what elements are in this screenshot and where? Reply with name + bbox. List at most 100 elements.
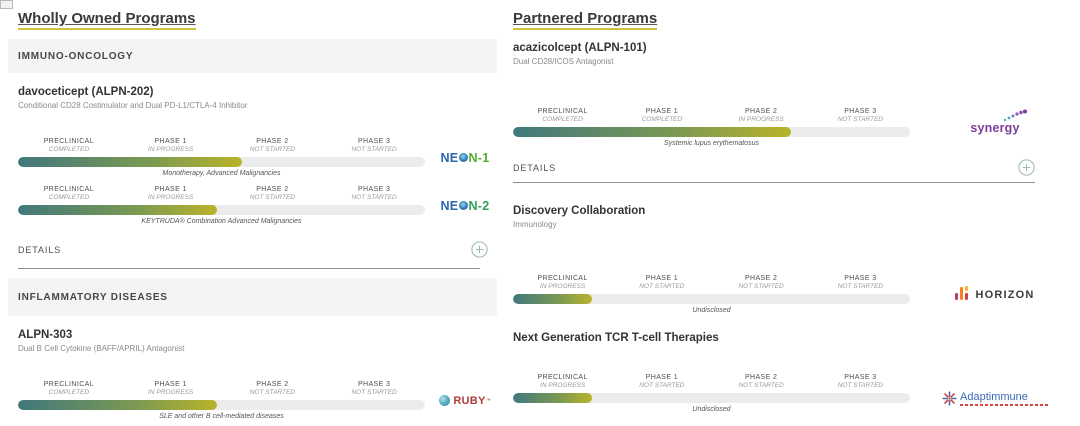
bar-caption: SLE and other B cell-mediated diseases xyxy=(159,413,284,420)
details-label[interactable]: DETAILS xyxy=(513,162,557,173)
category-label: IMMUNO-ONCOLOGY xyxy=(18,50,134,62)
phase-name: PHASE 1 xyxy=(645,108,679,115)
partnered-column: Partnered Programs acazicolcept (ALPN-10… xyxy=(505,0,1080,426)
phase-cell: PHASE 1 COMPLETED xyxy=(612,108,711,123)
expand-plus-button[interactable] xyxy=(1018,159,1035,176)
progress-track xyxy=(18,157,425,167)
phase-name: PRECLINICAL xyxy=(537,374,588,381)
phase-cell: PRECLINICAL COMPLETED xyxy=(18,381,120,396)
phase-status: IN PROGRESS xyxy=(540,283,586,290)
phase-cell: PRECLINICAL COMPLETED xyxy=(18,186,120,201)
phase-cell: PHASE 1 IN PROGRESS xyxy=(120,138,222,153)
progress-fill xyxy=(513,393,593,403)
bar-caption: Systemic lupus erythematosus xyxy=(664,140,759,147)
phase-cell: PHASE 2 IN PROGRESS xyxy=(712,108,811,123)
details-label[interactable]: DETAILS xyxy=(18,244,62,255)
window-corner-artifact xyxy=(0,0,13,9)
adaptimmune-logo: Adaptimmune xyxy=(942,391,1048,406)
phase-name: PHASE 3 xyxy=(844,374,877,381)
phase-cell: PHASE 3 NOT STARTED xyxy=(811,275,910,290)
progress-track xyxy=(513,127,910,137)
phase-name: PHASE 3 xyxy=(357,186,391,193)
progress-track xyxy=(513,294,910,304)
phase-name: PHASE 1 xyxy=(154,186,187,193)
phase-name: PRECLINICAL xyxy=(537,108,588,115)
phase-bar: PRECLINICAL IN PROGRESS PHASE 1 NOT STARTE… xyxy=(513,275,910,314)
phase-name: PHASE 2 xyxy=(744,374,778,381)
phase-name: PHASE 3 xyxy=(844,108,877,115)
details-toggle-davoceticept[interactable]: DETAILS xyxy=(18,241,488,258)
phase-status: IN PROGRESS xyxy=(148,146,194,153)
phase-bar: PRECLINICAL COMPLETED PHASE 1 IN PROGRESS … xyxy=(18,138,425,177)
phase-name: PHASE 1 xyxy=(154,138,187,145)
phase-bar: PRECLINICAL COMPLETED PHASE 1 COMPLETED PH… xyxy=(513,108,910,147)
phase-status: NOT STARTED xyxy=(639,283,685,290)
wholly-owned-heading: Wholly Owned Programs xyxy=(18,10,196,30)
phase-status: COMPLETED xyxy=(48,389,90,396)
program-desc-discovery-collaboration: Immunology xyxy=(513,220,557,229)
phase-status: COMPLETED xyxy=(542,116,583,123)
neon-2-logo: NE N-2 xyxy=(440,199,489,213)
adaptimmune-tagline xyxy=(960,404,1048,406)
category-inflammatory-diseases: INFLAMMATORY DISEASES xyxy=(8,278,497,316)
phase-labels: PRECLINICAL COMPLETED PHASE 1 IN PROGRESS … xyxy=(18,186,425,201)
phase-name: PRECLINICAL xyxy=(43,381,95,388)
phase-name: PHASE 1 xyxy=(645,374,679,381)
phase-status: NOT STARTED xyxy=(837,116,883,123)
phase-labels: PRECLINICAL IN PROGRESS PHASE 1 NOT STARTE… xyxy=(513,374,910,389)
phase-status: NOT STARTED xyxy=(351,194,397,201)
progress-fill xyxy=(513,127,791,137)
phase-cell: PHASE 2 NOT STARTED xyxy=(222,381,324,396)
phase-cell: PHASE 1 NOT STARTED xyxy=(612,374,711,389)
phase-cell: PHASE 1 NOT STARTED xyxy=(612,275,711,290)
phase-cell: PRECLINICAL COMPLETED xyxy=(18,138,120,153)
details-toggle-acazicolcept[interactable]: DETAILS xyxy=(513,159,1035,176)
phase-cell: PHASE 3 NOT STARTED xyxy=(323,186,425,201)
phase-status: IN PROGRESS xyxy=(540,382,586,389)
phase-name: PHASE 2 xyxy=(744,275,778,282)
phase-name: PRECLINICAL xyxy=(43,138,95,145)
ruby-logo-text: RUBY xyxy=(453,394,486,407)
category-immuno-oncology: IMMUNO-ONCOLOGY xyxy=(8,39,497,73)
phase-name: PRECLINICAL xyxy=(43,186,95,193)
phase-name: PHASE 2 xyxy=(744,108,778,115)
phase-cell: PHASE 3 NOT STARTED xyxy=(323,138,425,153)
program-desc-alpn-303: Dual B Cell Cytokine (BAFF/APRIL) Antago… xyxy=(18,344,185,353)
horizon-bars-icon xyxy=(955,286,969,300)
phase-name: PHASE 1 xyxy=(154,381,187,388)
trademark-symbol: ™ xyxy=(485,397,491,404)
section-divider xyxy=(18,268,480,269)
progress-fill xyxy=(18,205,218,215)
synergy-logo-text: synergy xyxy=(970,120,1020,135)
phase-cell: PHASE 1 IN PROGRESS xyxy=(120,186,222,201)
phase-name: PHASE 2 xyxy=(256,381,289,388)
horizon-logo: HORIZON xyxy=(955,286,1034,303)
phase-labels: PRECLINICAL IN PROGRESS PHASE 1 NOT STARTE… xyxy=(513,275,910,290)
pipeline-row-tcr: PRECLINICAL IN PROGRESS PHASE 1 NOT STARTE… xyxy=(513,374,1080,413)
phase-labels: PRECLINICAL COMPLETED PHASE 1 IN PROGRESS … xyxy=(18,138,425,153)
phase-cell: PHASE 2 NOT STARTED xyxy=(712,374,811,389)
pipeline-row-monotherapy: PRECLINICAL COMPLETED PHASE 1 IN PROGRESS … xyxy=(18,138,505,177)
neon-globe-icon xyxy=(458,200,468,210)
phase-status: IN PROGRESS xyxy=(738,116,784,123)
program-title-acazicolcept: acazicolcept (ALPN-101) xyxy=(513,42,647,54)
progress-track xyxy=(18,400,425,410)
phase-labels: PRECLINICAL COMPLETED PHASE 1 IN PROGRESS … xyxy=(18,381,425,396)
phase-status: NOT STARTED xyxy=(249,194,295,201)
phase-status: NOT STARTED xyxy=(738,283,784,290)
phase-bar: PRECLINICAL COMPLETED PHASE 1 IN PROGRESS … xyxy=(18,186,425,225)
phase-labels: PRECLINICAL COMPLETED PHASE 1 COMPLETED PH… xyxy=(513,108,910,123)
phase-status: NOT STARTED xyxy=(249,389,295,396)
phase-status: COMPLETED xyxy=(48,194,90,201)
phase-status: NOT STARTED xyxy=(837,283,883,290)
phase-status: IN PROGRESS xyxy=(148,194,194,201)
phase-status: NOT STARTED xyxy=(639,382,685,389)
phase-status: NOT STARTED xyxy=(351,146,397,153)
expand-plus-button[interactable] xyxy=(471,241,488,258)
wholly-owned-column: Wholly Owned Programs IMMUNO-ONCOLOGY da… xyxy=(0,0,505,426)
pipeline-row-keytruda-combo: PRECLINICAL COMPLETED PHASE 1 IN PROGRESS … xyxy=(18,186,505,225)
partnered-heading: Partnered Programs xyxy=(513,10,658,30)
phase-cell: PHASE 2 NOT STARTED xyxy=(222,138,324,153)
phase-cell: PHASE 3 NOT STARTED xyxy=(811,108,910,123)
phase-status: NOT STARTED xyxy=(837,382,883,389)
